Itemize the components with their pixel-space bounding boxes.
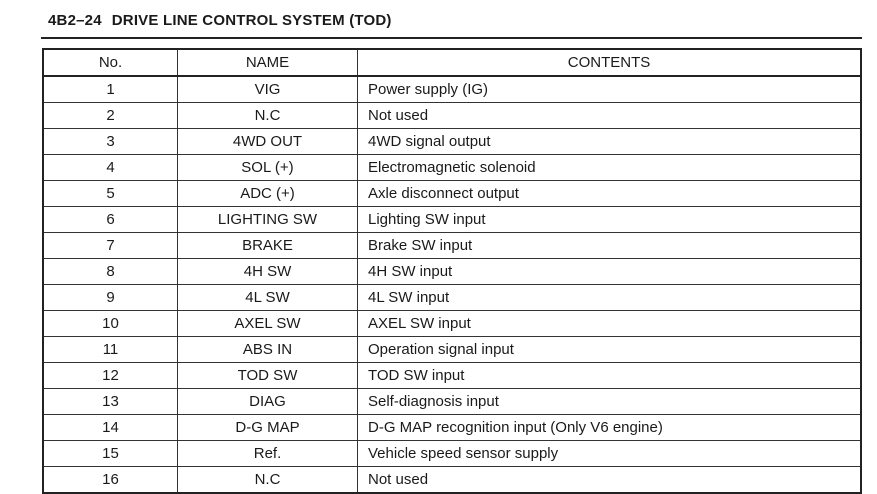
cell-name: N.C (177, 102, 358, 129)
cell-contents: Lighting SW input (357, 206, 862, 233)
column-header-contents: CONTENTS (357, 48, 862, 77)
cell-contents: Power supply (IG) (357, 75, 862, 103)
table-row: 14 D-G MAP D-G MAP recognition input (Only… (42, 414, 862, 441)
column-header-no: No. (42, 48, 178, 77)
cell-name: VIG (177, 75, 358, 103)
cell-contents: Electromagnetic solenoid (357, 154, 862, 181)
cell-name: ADC (+) (177, 180, 358, 207)
cell-no: 9 (42, 284, 178, 311)
column-header-name: NAME (177, 48, 358, 77)
cell-no: 16 (42, 466, 178, 494)
table-row: 2 N.C Not used (42, 102, 862, 129)
page-code: 4B2–24 (48, 12, 102, 29)
cell-contents: Self-diagnosis input (357, 388, 862, 415)
cell-name: N.C (177, 466, 358, 494)
cell-name: 4WD OUT (177, 128, 358, 155)
table-row: 6 LIGHTING SW Lighting SW input (42, 206, 862, 233)
cell-no: 1 (42, 75, 178, 103)
cell-no: 6 (42, 206, 178, 233)
cell-name: TOD SW (177, 362, 358, 389)
cell-name: Ref. (177, 440, 358, 467)
cell-no: 2 (42, 102, 178, 129)
table-row: 4 SOL (+) Electromagnetic solenoid (42, 154, 862, 181)
cell-no: 3 (42, 128, 178, 155)
table-row: 13 DIAG Self-diagnosis input (42, 388, 862, 415)
cell-name: LIGHTING SW (177, 206, 358, 233)
cell-contents: Not used (357, 102, 862, 129)
table-row: 15 Ref. Vehicle speed sensor supply (42, 440, 862, 467)
table-row: 12 TOD SW TOD SW input (42, 362, 862, 389)
cell-no: 10 (42, 310, 178, 337)
cell-contents: 4H SW input (357, 258, 862, 285)
table-row: 5 ADC (+) Axle disconnect output (42, 180, 862, 207)
cell-name: 4H SW (177, 258, 358, 285)
table-row: 10 AXEL SW AXEL SW input (42, 310, 862, 337)
cell-no: 12 (42, 362, 178, 389)
table-row: 7 BRAKE Brake SW input (42, 232, 862, 259)
cell-name: BRAKE (177, 232, 358, 259)
cell-contents: Not used (357, 466, 862, 494)
cell-name: SOL (+) (177, 154, 358, 181)
table-row: 8 4H SW 4H SW input (42, 258, 862, 285)
cell-contents: AXEL SW input (357, 310, 862, 337)
cell-contents: TOD SW input (357, 362, 862, 389)
cell-contents: Operation signal input (357, 336, 862, 363)
page-header: 4B2–24 DRIVE LINE CONTROL SYSTEM (TOD) (48, 12, 392, 29)
cell-name: D-G MAP (177, 414, 358, 441)
cell-contents: D-G MAP recognition input (Only V6 engin… (357, 414, 862, 441)
cell-name: DIAG (177, 388, 358, 415)
cell-no: 14 (42, 414, 178, 441)
cell-no: 15 (42, 440, 178, 467)
table-row: 3 4WD OUT 4WD signal output (42, 128, 862, 155)
cell-contents: 4WD signal output (357, 128, 862, 155)
cell-no: 7 (42, 232, 178, 259)
cell-no: 13 (42, 388, 178, 415)
header-rule (41, 37, 862, 39)
cell-name: AXEL SW (177, 310, 358, 337)
cell-contents: 4L SW input (357, 284, 862, 311)
table-row: 1 VIG Power supply (IG) (42, 75, 862, 103)
table-row: 16 N.C Not used (42, 466, 862, 494)
table-row: 11 ABS IN Operation signal input (42, 336, 862, 363)
cell-name: 4L SW (177, 284, 358, 311)
cell-no: 11 (42, 336, 178, 363)
cell-no: 4 (42, 154, 178, 181)
table-row: 9 4L SW 4L SW input (42, 284, 862, 311)
cell-no: 5 (42, 180, 178, 207)
cell-contents: Vehicle speed sensor supply (357, 440, 862, 467)
pin-table: No. NAME CONTENTS 1 VIG Power supply (IG) 2… (42, 48, 862, 494)
cell-no: 8 (42, 258, 178, 285)
cell-name: ABS IN (177, 336, 358, 363)
header-row: No. NAME CONTENTS (42, 48, 862, 77)
cell-contents: Brake SW input (357, 232, 862, 259)
cell-contents: Axle disconnect output (357, 180, 862, 207)
page-title: DRIVE LINE CONTROL SYSTEM (TOD) (111, 12, 392, 29)
